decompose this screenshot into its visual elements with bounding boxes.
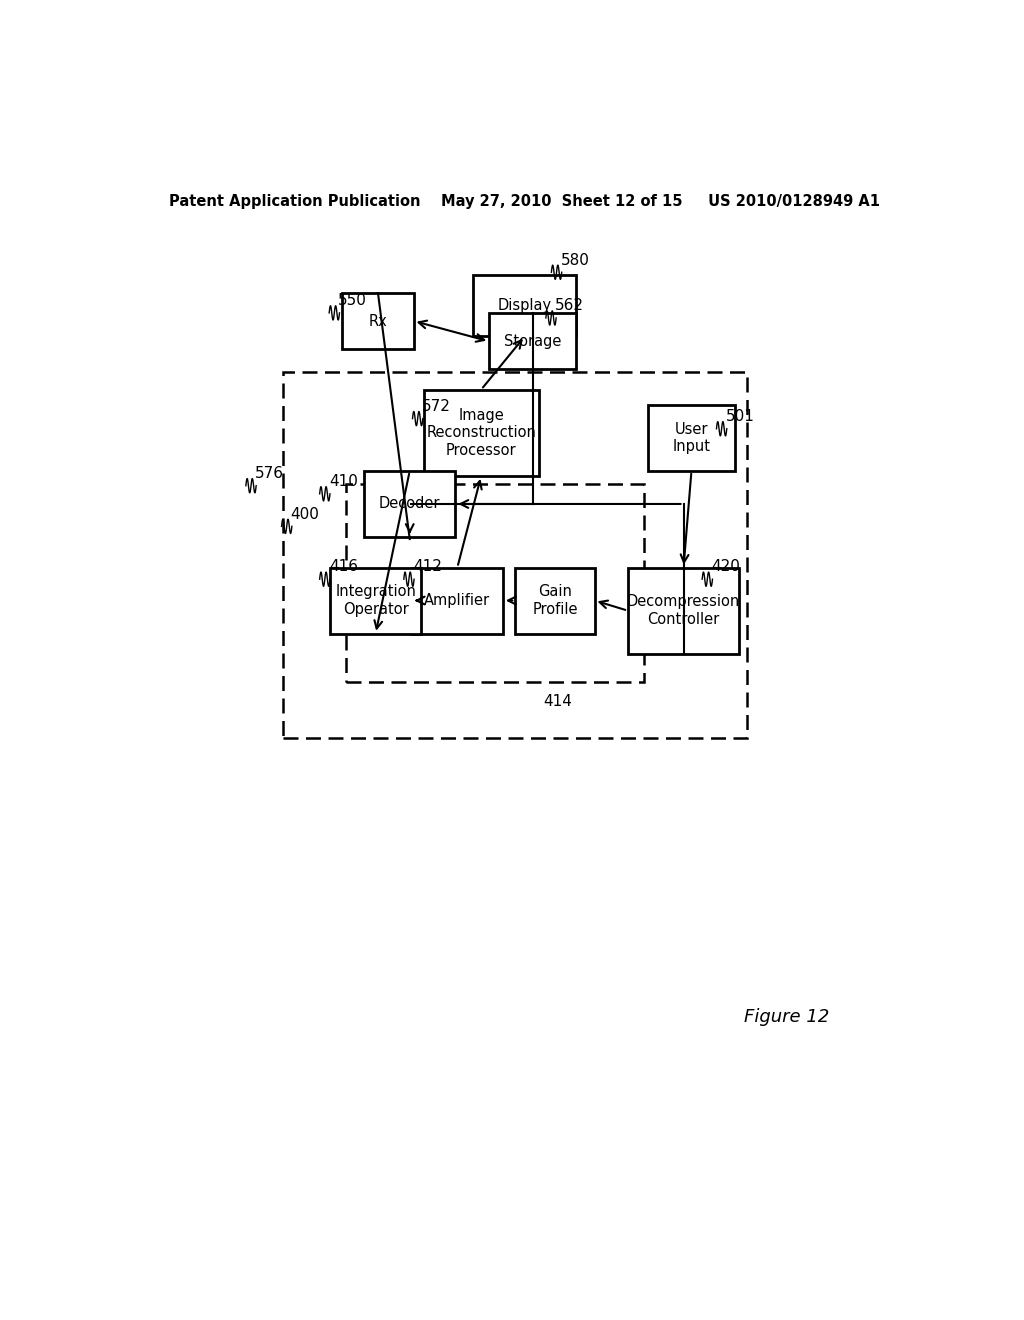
FancyBboxPatch shape bbox=[365, 471, 456, 537]
Text: 414: 414 bbox=[543, 693, 572, 709]
Text: 550: 550 bbox=[338, 293, 368, 308]
Text: User
Input: User Input bbox=[673, 421, 711, 454]
FancyBboxPatch shape bbox=[489, 313, 577, 370]
Text: Rx: Rx bbox=[369, 314, 387, 329]
Text: Storage: Storage bbox=[504, 334, 561, 348]
Text: Patent Application Publication    May 27, 2010  Sheet 12 of 15     US 2010/01289: Patent Application Publication May 27, 2… bbox=[169, 194, 881, 209]
FancyBboxPatch shape bbox=[628, 568, 739, 653]
FancyBboxPatch shape bbox=[648, 405, 735, 471]
Text: 572: 572 bbox=[422, 399, 451, 414]
Text: 562: 562 bbox=[555, 298, 584, 313]
Text: Decompression
Controller: Decompression Controller bbox=[627, 594, 740, 627]
Text: Figure 12: Figure 12 bbox=[744, 1008, 829, 1026]
Text: 412: 412 bbox=[413, 560, 441, 574]
FancyBboxPatch shape bbox=[424, 389, 539, 477]
Text: 420: 420 bbox=[712, 560, 740, 574]
Text: Amplifier: Amplifier bbox=[424, 593, 490, 609]
Text: Integration
Operator: Integration Operator bbox=[335, 585, 416, 616]
FancyBboxPatch shape bbox=[412, 568, 503, 634]
Text: Display: Display bbox=[498, 298, 552, 313]
Text: Image
Reconstruction
Processor: Image Reconstruction Processor bbox=[426, 408, 537, 458]
Text: 501: 501 bbox=[726, 409, 755, 424]
Text: 580: 580 bbox=[560, 252, 590, 268]
FancyBboxPatch shape bbox=[330, 568, 421, 634]
Text: Decoder: Decoder bbox=[379, 496, 440, 511]
FancyBboxPatch shape bbox=[342, 293, 414, 348]
FancyBboxPatch shape bbox=[515, 568, 595, 634]
Text: 416: 416 bbox=[329, 560, 357, 574]
FancyBboxPatch shape bbox=[473, 276, 577, 337]
Text: 410: 410 bbox=[329, 474, 357, 490]
Text: 576: 576 bbox=[255, 466, 284, 480]
Text: 400: 400 bbox=[291, 507, 319, 521]
Text: Gain
Profile: Gain Profile bbox=[532, 585, 578, 616]
